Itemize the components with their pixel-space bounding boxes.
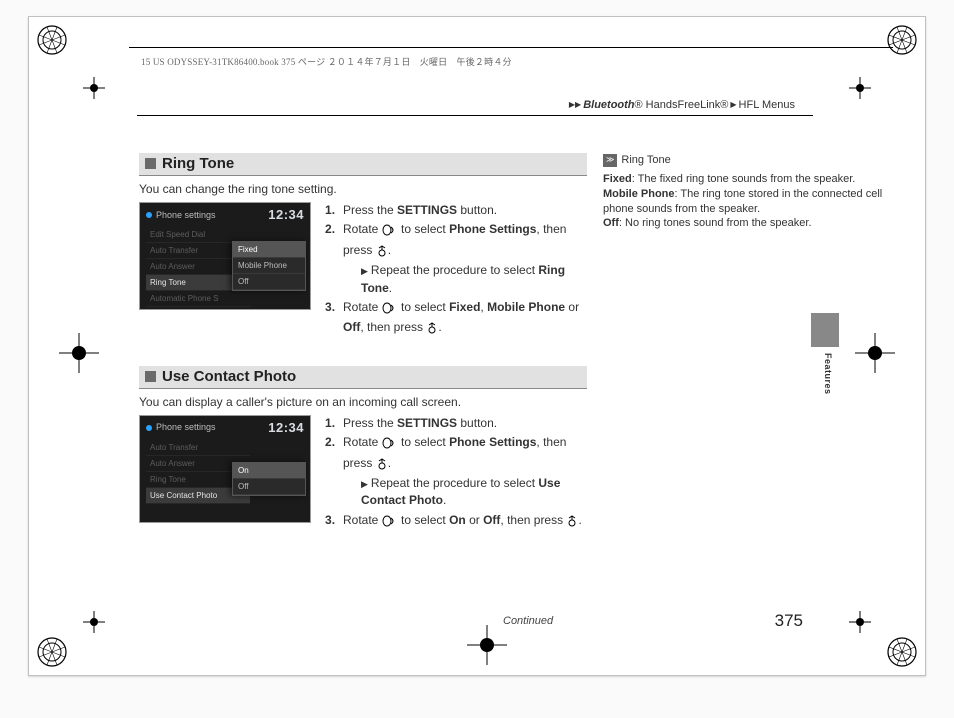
- step: Press the SETTINGS button.: [325, 202, 587, 219]
- crop-mark: [83, 611, 105, 633]
- popup-option: On: [233, 463, 305, 479]
- popup-option: Off: [233, 479, 305, 495]
- step: Rotate to select Phone Settings, then pr…: [325, 221, 587, 297]
- crop-mark: [849, 611, 871, 633]
- dial-icon: [382, 224, 398, 241]
- section-heading-contact-photo: Use Contact Photo: [139, 366, 587, 389]
- procedure-steps: Press the SETTINGS button. Rotate to sel…: [325, 202, 587, 342]
- screen-popup: FixedMobile PhoneOff: [232, 241, 306, 291]
- crop-mark: [849, 77, 871, 99]
- press-icon: [376, 458, 388, 475]
- screen-popup: OnOff: [232, 462, 306, 496]
- step: Press the SETTINGS button.: [325, 415, 587, 432]
- square-bullet-icon: [145, 158, 156, 169]
- note-tag-icon: ≫: [603, 154, 617, 167]
- screen-title: Phone settings: [156, 422, 216, 432]
- section-heading-ring-tone: Ring Tone: [139, 153, 587, 176]
- press-icon: [376, 245, 388, 262]
- device-screenshot-ring-tone: Phone settings 12:34 Edit Speed DialAuto…: [139, 202, 311, 310]
- step: Rotate to select On or Off, then press .: [325, 512, 587, 532]
- step: Rotate to select Fixed, Mobile Phone or …: [325, 299, 587, 340]
- page-number: 375: [775, 611, 803, 631]
- section-title: Ring Tone: [162, 155, 234, 172]
- press-icon: [566, 515, 578, 532]
- section-tab-label: Features: [823, 353, 833, 395]
- main-column: Ring Tone You can change the ring tone s…: [139, 153, 587, 534]
- side-note-column: ≫Ring Tone Fixed: The fixed ring tone so…: [603, 153, 883, 231]
- press-icon: [426, 322, 438, 339]
- popup-option: Off: [233, 274, 305, 290]
- menu-item: Auto Transfer: [146, 440, 250, 456]
- popup-option: Mobile Phone: [233, 258, 305, 274]
- crop-mark: [59, 333, 99, 373]
- crop-mark: [855, 333, 895, 373]
- section-intro: You can change the ring tone setting.: [139, 182, 587, 196]
- dial-icon: [382, 437, 398, 454]
- triangle-icon: ▶: [361, 266, 368, 276]
- square-bullet-icon: [145, 371, 156, 382]
- sub-step: ▶Repeat the procedure to select Ring Ton…: [343, 262, 587, 297]
- clock: 12:34: [268, 207, 304, 222]
- triangle-icon: ▶: [361, 479, 368, 489]
- registration-mark: [35, 23, 69, 57]
- crop-mark: [83, 77, 105, 99]
- book-metadata: 15 US ODYSSEY-31TK86400.book 375 ページ ２０１…: [141, 55, 512, 68]
- dial-icon: [382, 302, 398, 319]
- crop-mark: [467, 625, 507, 665]
- dial-icon: [382, 515, 398, 532]
- screen-title: Phone settings: [156, 210, 216, 220]
- header-rule: [129, 47, 893, 48]
- clock: 12:34: [268, 420, 304, 435]
- device-screenshot-contact-photo: Phone settings 12:34 Auto TransferAuto A…: [139, 415, 311, 523]
- menu-item: Automatic Phone S: [146, 291, 250, 307]
- sub-step: ▶Repeat the procedure to select Use Cont…: [343, 475, 587, 510]
- continued-label: Continued: [503, 615, 553, 627]
- registration-mark: [885, 23, 919, 57]
- section-intro: You can display a caller's picture on an…: [139, 395, 587, 409]
- step: Rotate to select Phone Settings, then pr…: [325, 434, 587, 510]
- registration-mark: [35, 635, 69, 669]
- popup-option: Fixed: [233, 242, 305, 258]
- manual-page: 15 US ODYSSEY-31TK86400.book 375 ページ ２０１…: [28, 16, 926, 676]
- breadcrumb-rule: [137, 115, 813, 116]
- side-heading: ≫Ring Tone: [603, 153, 883, 168]
- breadcrumb: ▶▶Bluetooth® HandsFreeLink®▶HFL Menus: [567, 99, 795, 111]
- section-tab: [811, 313, 839, 347]
- bluetooth-dot-icon: [146, 212, 152, 218]
- section-title: Use Contact Photo: [162, 368, 296, 385]
- procedure-steps: Press the SETTINGS button. Rotate to sel…: [325, 415, 587, 534]
- breadcrumb-seg: Bluetooth: [583, 99, 634, 111]
- bluetooth-dot-icon: [146, 425, 152, 431]
- registration-mark: [885, 635, 919, 669]
